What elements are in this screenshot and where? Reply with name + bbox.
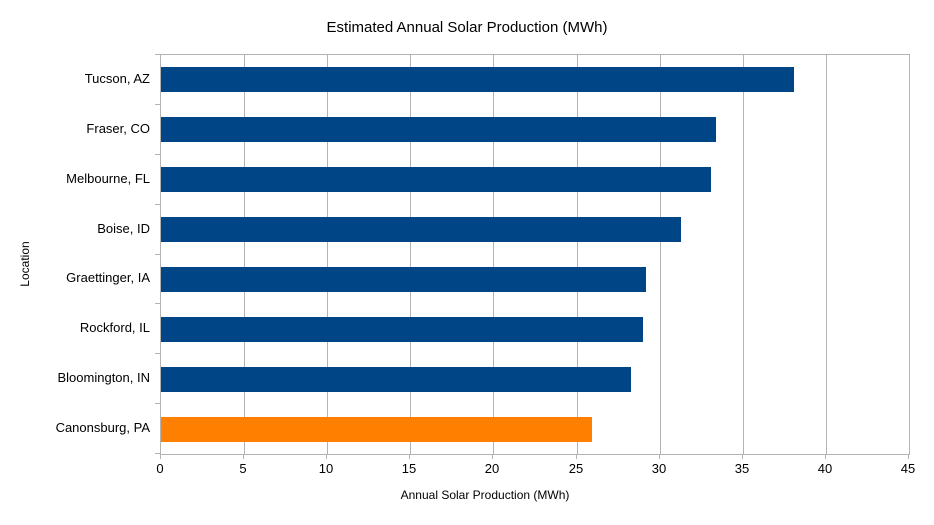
bar <box>161 267 646 292</box>
category-label: Rockford, IL <box>79 320 150 335</box>
x-tick-label: 0 <box>156 461 164 476</box>
gridline <box>660 55 661 454</box>
category-label: Boise, ID <box>97 221 150 236</box>
y-axis-tick <box>155 254 160 255</box>
gridline <box>410 55 411 454</box>
y-axis-tick <box>155 403 160 404</box>
x-tick-label: 5 <box>239 461 247 476</box>
category-label: Bloomington, IN <box>57 370 151 385</box>
bar <box>161 217 681 242</box>
x-axis-tick <box>326 454 327 459</box>
x-axis-tick <box>659 454 660 459</box>
x-axis-tick <box>160 454 161 459</box>
bar <box>161 367 631 392</box>
gridline <box>826 55 827 454</box>
x-tick-label: 45 <box>900 461 916 476</box>
y-axis-tick <box>155 154 160 155</box>
category-label: Canonsburg, PA <box>55 420 150 435</box>
x-axis-tick <box>742 454 743 459</box>
x-axis-tick <box>908 454 909 459</box>
bar <box>161 417 592 442</box>
y-axis-tick <box>155 353 160 354</box>
x-axis-title: Annual Solar Production (MWh) <box>400 488 570 502</box>
x-axis-tick <box>492 454 493 459</box>
gridline <box>577 55 578 454</box>
y-axis-tick <box>155 453 160 454</box>
plot-area <box>160 54 910 455</box>
x-tick-label: 10 <box>318 461 334 476</box>
x-tick-label: 15 <box>401 461 417 476</box>
x-tick-label: 20 <box>484 461 500 476</box>
x-tick-label: 25 <box>568 461 584 476</box>
x-axis-tick <box>243 454 244 459</box>
gridline <box>743 55 744 454</box>
chart-title: Estimated Annual Solar Production (MWh) <box>326 19 608 36</box>
bar <box>161 167 711 192</box>
x-tick-label: 30 <box>651 461 667 476</box>
x-tick-label: 35 <box>734 461 750 476</box>
bar <box>161 117 716 142</box>
x-axis-tick <box>825 454 826 459</box>
y-axis-tick <box>155 104 160 105</box>
x-axis-tick <box>409 454 410 459</box>
y-axis-tick <box>155 204 160 205</box>
bar <box>161 67 794 92</box>
x-tick-label: 40 <box>817 461 833 476</box>
y-axis-tick <box>155 303 160 304</box>
category-label: Graettinger, IA <box>66 270 150 285</box>
category-label: Tucson, AZ <box>84 71 150 86</box>
category-label: Fraser, CO <box>86 121 150 136</box>
y-axis-tick <box>155 54 160 55</box>
gridline <box>493 55 494 454</box>
category-label: Melbourne, FL <box>66 171 150 186</box>
bar <box>161 317 643 342</box>
gridline <box>327 55 328 454</box>
gridline <box>244 55 245 454</box>
x-axis-tick <box>576 454 577 459</box>
